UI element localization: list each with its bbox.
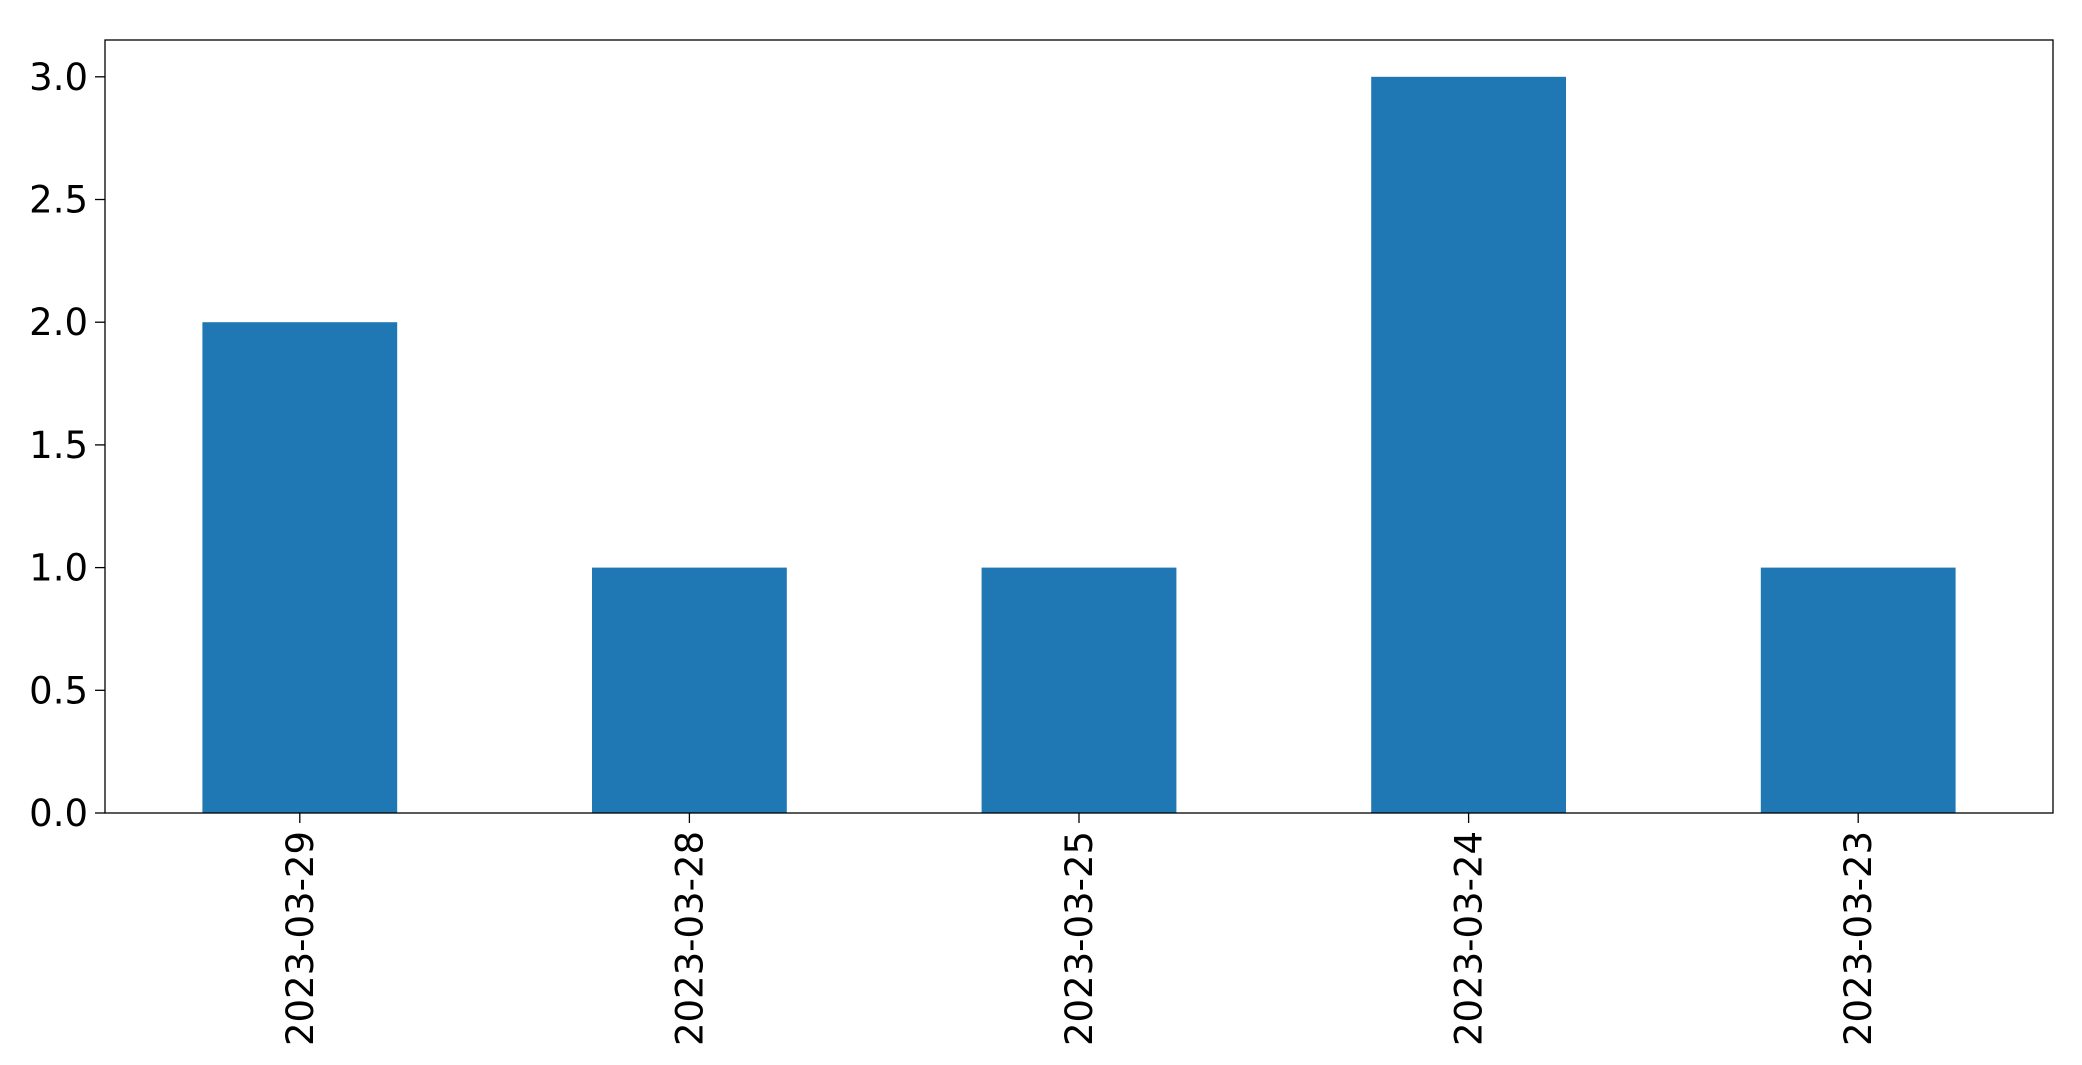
bar-2023-03-25 [981, 567, 1177, 813]
x-axis: 2023-03-29 2023-03-28 2023-03-25 2023-03-24… [279, 813, 1880, 1046]
bar-2023-03-24 [1371, 76, 1566, 814]
y-tick-label: 2.0 [29, 301, 88, 344]
x-tick-label: 2023-03-23 [1837, 831, 1880, 1046]
y-axis: 0.0 0.5 1.0 1.5 2.0 2.5 3.0 [29, 56, 105, 835]
bar-2023-03-28 [592, 567, 787, 813]
bars-group [202, 76, 1956, 814]
y-tick-label: 1.0 [29, 547, 88, 590]
x-tick-label: 2023-03-25 [1058, 831, 1101, 1046]
bar-2023-03-23 [1760, 567, 1956, 813]
bar-2023-03-29 [202, 322, 398, 813]
y-tick-label: 0.5 [29, 669, 88, 712]
plot-frame [104, 39, 2054, 814]
y-tick-label: 0.0 [29, 792, 88, 835]
y-tick-label: 2.5 [29, 179, 88, 222]
y-tick-label: 1.5 [29, 424, 88, 467]
x-tick-label: 2023-03-28 [668, 831, 711, 1046]
x-tick-label: 2023-03-24 [1448, 831, 1491, 1046]
y-tick-label: 3.0 [29, 56, 88, 99]
x-tick-label: 2023-03-29 [279, 831, 322, 1046]
